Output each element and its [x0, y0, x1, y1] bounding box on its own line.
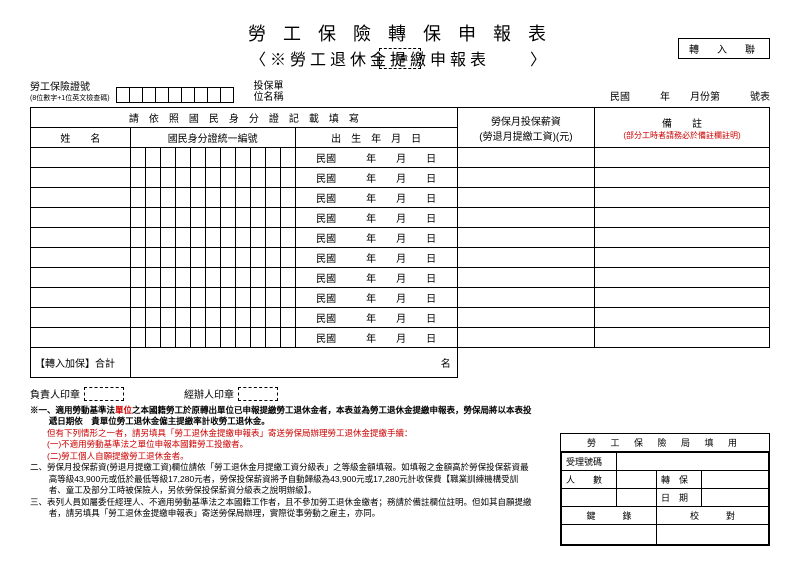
insurance-number-boxes[interactable] — [116, 87, 234, 103]
stamp-placeholder: 印章 — [379, 48, 421, 69]
handler-seal-label: 經辦人印章 — [184, 386, 278, 401]
subtotal-row: 【轉入加保】合計 名 — [31, 348, 770, 378]
table-row: 民國 年 月 日 — [31, 248, 770, 268]
header-name: 姓 名 — [31, 128, 131, 148]
table-row: 民國 年 月 日 — [31, 208, 770, 228]
copy-label: 轉 入 聯 — [678, 38, 770, 59]
footnotes: ※一、適用勞動基準法單位之本國籍勞工於原轉出單位已申報提繳勞工退休金者，本表並為… — [30, 405, 533, 520]
table-row: 民國 年 月 日 — [31, 308, 770, 328]
table-row: 民國 年 月 日 — [31, 328, 770, 348]
header-remarks: 備 註 (部分工時者請務必於備註欄註明) — [595, 108, 770, 148]
table-row: 民國 年 月 日 — [31, 228, 770, 248]
header-instruction: 請 依 照 國 民 身 分 證 記 載 填 寫 — [31, 108, 458, 128]
bureau-use-box: 勞 工 保 險 局 填 用 受理號碼 人 數轉 保 日 期 鍵 錄校 對 — [560, 433, 770, 546]
table-row: 民國 年 月 日 — [31, 168, 770, 188]
table-row: 民國 年 月 日 — [31, 288, 770, 308]
insurance-number-hint: (8位數字+1位英文檢查碼) — [30, 93, 110, 103]
header-salary: 勞保月投保薪資(勞退月提繳工資)(元) — [457, 108, 594, 148]
unit-name-label: 投保單位名稱 — [254, 81, 284, 103]
form-date: 民國 年 月份第 號表 — [610, 88, 770, 103]
insurance-number-label: 勞工保險證號 — [30, 78, 110, 93]
header-id: 國民身分證統一編號 — [130, 128, 295, 148]
title-main: 勞 工 保 險 轉 保 申 報 表 — [30, 20, 770, 46]
table-row: 民國 年 月 日 — [31, 188, 770, 208]
table-row: 民國 年 月 日 — [31, 268, 770, 288]
owner-seal-label: 負責人印章 — [30, 386, 124, 401]
header-dob: 出 生 年 月 日 — [295, 128, 457, 148]
main-table: 請 依 照 國 民 身 分 證 記 載 填 寫 勞保月投保薪資(勞退月提繳工資)… — [30, 107, 770, 378]
table-row: 民國 年 月 日 — [31, 148, 770, 168]
